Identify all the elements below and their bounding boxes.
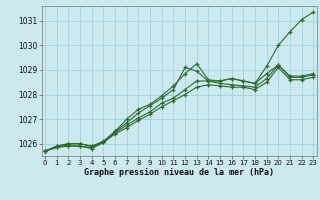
X-axis label: Graphe pression niveau de la mer (hPa): Graphe pression niveau de la mer (hPa) (84, 168, 274, 177)
